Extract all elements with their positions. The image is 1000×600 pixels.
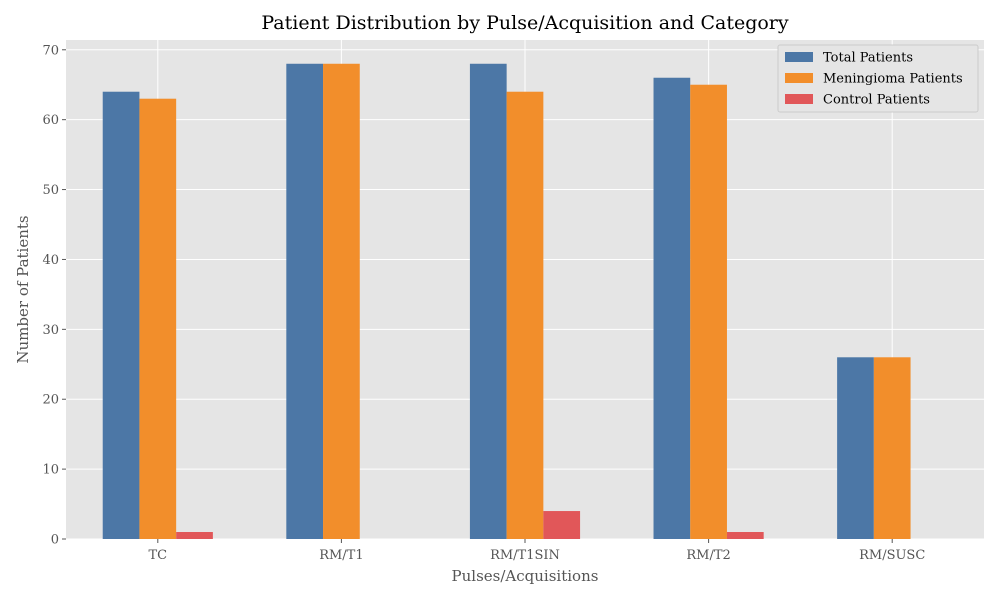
legend-box <box>777 44 979 113</box>
legend-label: Total Patients <box>823 51 913 66</box>
bar <box>653 77 691 539</box>
legend-swatch <box>785 94 813 104</box>
y-tick-label: 70 <box>42 43 59 58</box>
bar <box>286 63 324 540</box>
x-tick-label: RM/SUSC <box>859 548 925 563</box>
legend: Total Patients Meningioma Patients Control… <box>777 44 979 113</box>
bar <box>873 357 911 539</box>
y-tick-label: 30 <box>42 323 59 338</box>
y-tick-label: 40 <box>42 253 59 268</box>
x-ticks: TC RM/T1 RM/T1SIN RM/T2 RM/SUSC <box>148 539 925 563</box>
legend-label: Meningioma Patients <box>823 72 963 87</box>
x-tick-label: RM/T1SIN <box>490 548 560 563</box>
y-tick-label: 20 <box>42 393 59 408</box>
y-tick-label: 60 <box>42 113 59 128</box>
legend-label: Control Patients <box>823 93 930 108</box>
legend-swatch <box>785 52 813 62</box>
x-axis-label: Pulses/Acquisitions <box>452 567 599 585</box>
legend-swatch <box>785 73 813 83</box>
bar <box>837 357 874 539</box>
chart-title: Patient Distribution by Pulse/Acquisitio… <box>261 12 789 34</box>
y-axis-label: Number of Patients <box>14 215 32 363</box>
x-tick-label: RM/T2 <box>686 548 730 563</box>
y-tick-label: 10 <box>42 463 59 478</box>
bar <box>176 532 213 539</box>
bar <box>506 91 544 539</box>
x-tick-label: TC <box>148 548 167 563</box>
bar <box>323 63 360 540</box>
bars <box>102 63 911 540</box>
y-tick-label: 50 <box>42 183 59 198</box>
bar <box>726 532 764 539</box>
y-tick-label: 0 <box>51 533 59 548</box>
bar <box>543 511 581 539</box>
y-ticks: 0 10 20 30 40 50 60 70 <box>42 43 66 548</box>
bar <box>139 98 177 540</box>
bar <box>469 63 507 540</box>
bar <box>690 84 727 539</box>
bar <box>102 91 140 539</box>
x-tick-label: RM/T1 <box>319 548 363 563</box>
